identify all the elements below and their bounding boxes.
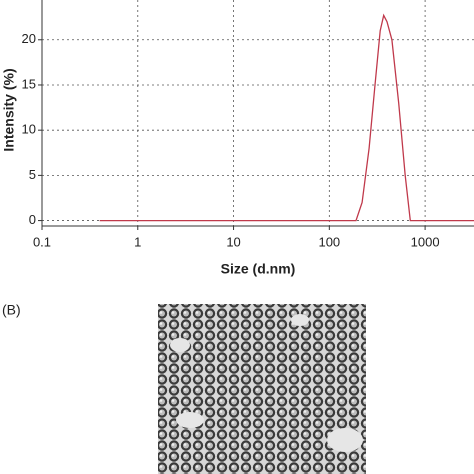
y-tick-label: 0	[29, 212, 36, 227]
y-tick-label: 15	[22, 76, 36, 91]
x-tick-label: 10	[226, 234, 240, 249]
micrograph	[158, 304, 366, 474]
y-tick-label: 10	[22, 122, 36, 137]
y-axis-title: Intensity (%)	[1, 68, 17, 151]
x-tick-label: 1000	[411, 234, 440, 249]
x-tick-label: 100	[318, 234, 340, 249]
panel-label: (B)	[2, 302, 21, 318]
data-line	[99, 13, 474, 222]
y-tick-label: 5	[29, 167, 36, 182]
x-tick-label: 1	[134, 234, 141, 249]
x-tick-label: 0.1	[33, 234, 51, 249]
y-tick-label: 20	[22, 31, 36, 46]
x-axis-title: Size (d.nm)	[221, 261, 296, 277]
